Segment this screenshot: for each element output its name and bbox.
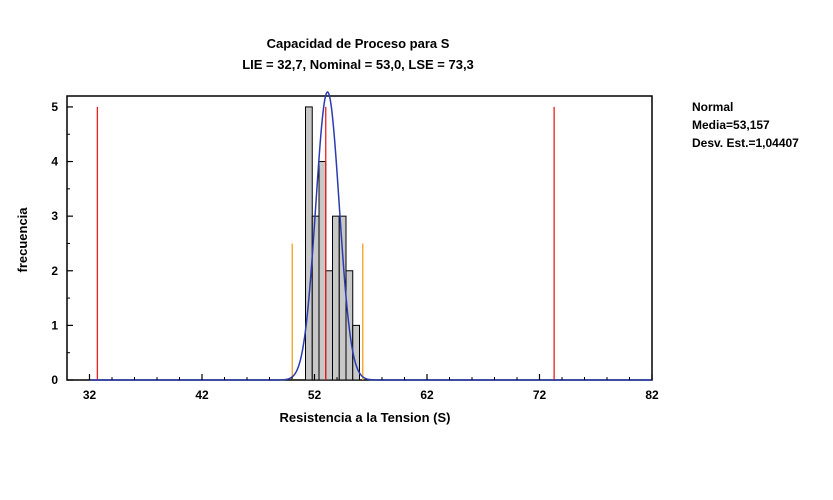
- plot-area: 32 42 52 62 72 82 0 1 2 3 4 5: [51, 91, 659, 402]
- histogram-bar: [305, 106, 313, 381]
- x-tick-label: 82: [645, 388, 659, 402]
- histogram-bar: [338, 215, 347, 381]
- legend-title: Normal: [692, 100, 733, 114]
- y-tick-label: 1: [51, 318, 58, 332]
- normal-fit-curve: [89, 91, 652, 381]
- y-tick-label: 5: [51, 100, 58, 114]
- y-tick-label: 3: [51, 209, 58, 223]
- x-axis-title: Resistencia a la Tension (S): [280, 410, 451, 425]
- x-tick-label: 42: [195, 388, 209, 402]
- y-tick-label: 4: [51, 155, 58, 169]
- legend-mean: Media=53,157: [692, 118, 770, 132]
- legend-sd: Desv. Est.=1,04407: [692, 136, 799, 150]
- y-axis-title: frecuencia: [15, 207, 30, 273]
- x-tick-label: 32: [83, 388, 97, 402]
- histogram-bar: [332, 215, 340, 381]
- y-tick-label: 0: [51, 373, 58, 387]
- histogram-bar: [318, 161, 327, 381]
- x-tick-label: 52: [308, 388, 322, 402]
- x-tick-label: 62: [420, 388, 434, 402]
- chart-title: Capacidad de Proceso para S: [267, 36, 450, 51]
- chart-subtitle: LIE = 32,7, Nominal = 53,0, LSE = 73,3: [242, 57, 474, 72]
- histogram-bar: [325, 270, 333, 381]
- y-tick-label: 2: [51, 264, 58, 278]
- x-tick-label: 72: [533, 388, 547, 402]
